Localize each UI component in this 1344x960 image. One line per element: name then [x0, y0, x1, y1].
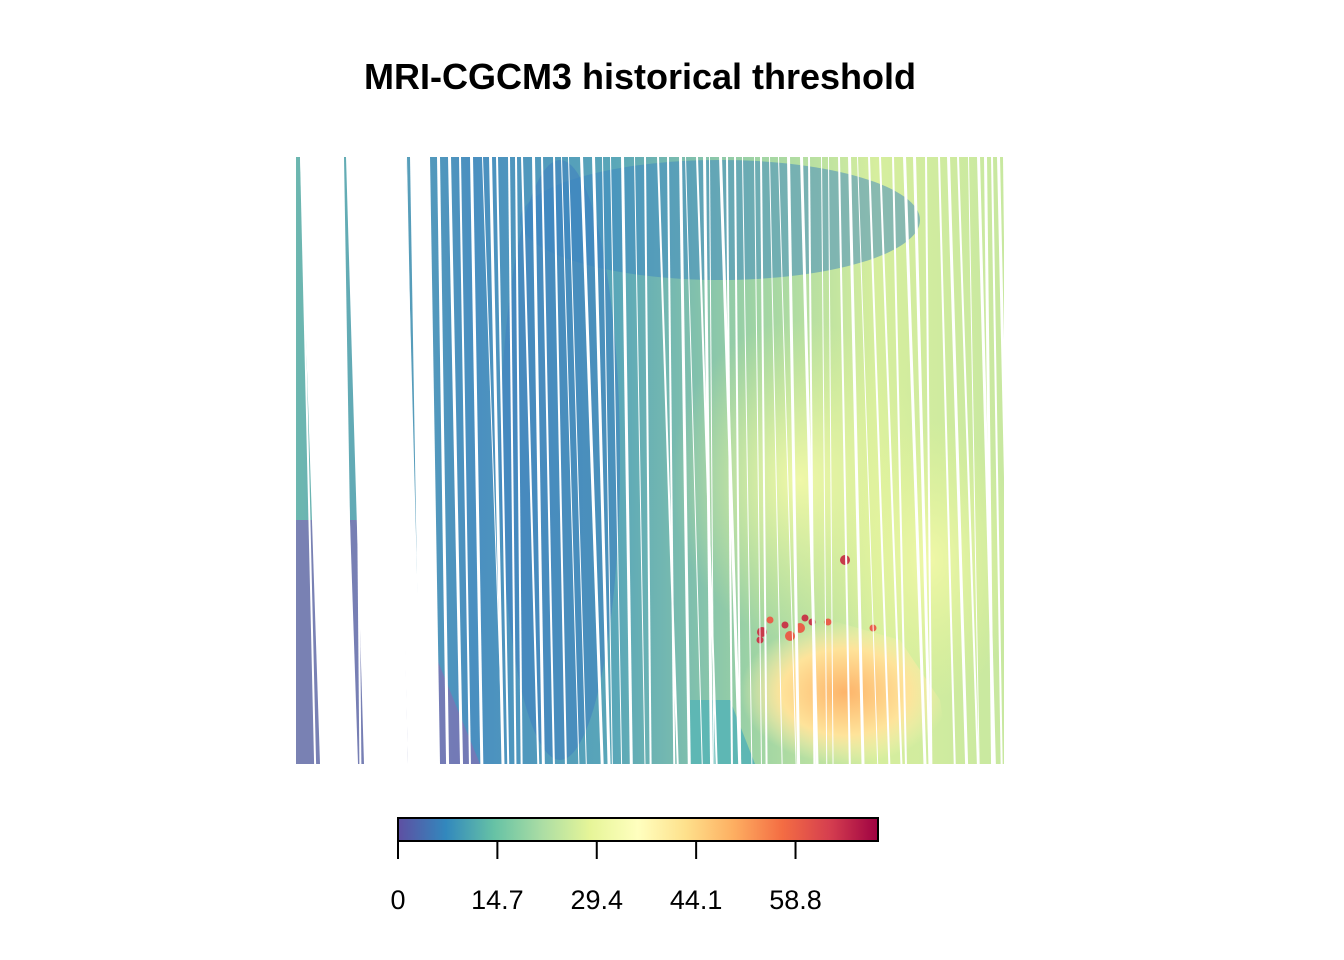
stripe-mark: [370, 157, 408, 764]
stripe-mark: [685, 157, 703, 764]
colorbar: 0 14.7 29.4 44.1 58.8: [390, 817, 879, 915]
hotspot-mark: [840, 555, 850, 565]
stripe-mark: [561, 157, 580, 764]
stripe-mark: [892, 157, 907, 764]
stripe-mark: [857, 157, 879, 764]
stripe-mark: [726, 157, 733, 764]
stripe-mark: [821, 157, 828, 764]
stripe-mark: [667, 157, 676, 764]
map-field: [296, 157, 1004, 764]
colorbar-ticks: 0 14.7 29.4 44.1 58.8: [390, 841, 822, 915]
stripe-mark: [318, 157, 354, 764]
stripe-mark: [300, 157, 317, 764]
stripe-mark: [947, 157, 969, 764]
colorbar-tick-label: 58.8: [769, 885, 822, 915]
stripe-mark: [787, 157, 801, 764]
stripe-mark: [734, 157, 742, 764]
hotspot-mark: [824, 618, 832, 626]
stripe-mark: [532, 157, 545, 764]
colorbar-rect: [397, 817, 879, 842]
stripe-mark: [997, 157, 1004, 478]
stripe-mark: [496, 157, 510, 764]
stripe-mark: [1003, 157, 1004, 241]
stripe-mark: [879, 157, 903, 764]
stripe-mark: [968, 157, 980, 764]
stripe-mark: [709, 157, 715, 764]
stripe-mark: [828, 157, 834, 764]
stripe-mark: [580, 157, 604, 764]
hotspot-mark: [785, 631, 795, 641]
stripe-mark: [925, 157, 933, 764]
stripe-mark: [760, 157, 768, 764]
stripe-mark: [778, 157, 797, 764]
stripe-mark: [508, 157, 517, 764]
stripe-mark: [610, 157, 623, 764]
stripe-mark: [808, 157, 816, 764]
stripe-mark: [392, 157, 422, 764]
stripe-mark: [489, 157, 505, 764]
stripe-mark: [838, 157, 851, 764]
stripe-mark: [470, 157, 484, 764]
stripe-mark: [644, 157, 652, 764]
hotspot-mark: [766, 616, 774, 624]
stripe-mark: [769, 157, 783, 764]
colorbar-tick-label: 44.1: [670, 885, 723, 915]
stripe-mark: [634, 157, 646, 764]
stripe-mark: [592, 157, 611, 764]
stripe-mark: [984, 157, 995, 764]
stripe-mark: [448, 157, 464, 764]
colorbar-tick-label: 29.4: [570, 885, 623, 915]
stripe-mark: [459, 157, 471, 764]
stripe-mark: [913, 157, 932, 764]
stripe-mark: [437, 157, 450, 764]
stripe-mark: [621, 157, 633, 764]
stripe-mark: [703, 157, 714, 764]
stripe-mark: [742, 157, 753, 764]
stripe-mark: [957, 157, 979, 764]
stripe-mark: [602, 157, 613, 764]
map-region-north: [520, 160, 920, 280]
chart-title: MRI-CGCM3 historical threshold: [363, 56, 917, 97]
stripe-mark: [521, 157, 540, 764]
colorbar-tick-label: 14.7: [471, 885, 524, 915]
hotspot-mark: [781, 621, 789, 629]
hotspot-mark: [801, 614, 809, 622]
stripe-mark: [868, 157, 891, 764]
stripe-mark: [848, 157, 865, 764]
stripe-mark: [410, 157, 440, 764]
stripe-mark: [754, 157, 762, 764]
stripe-mark: [541, 157, 555, 764]
stripe-mark: [938, 157, 956, 764]
stripe-mark: [679, 157, 691, 764]
stripe-mark: [568, 157, 587, 764]
stripe-mark: [482, 157, 504, 764]
stripe-mark: [515, 157, 523, 764]
stripe-mark: [991, 157, 1003, 764]
stripe-mark: [903, 157, 927, 764]
stripe-mark: [553, 157, 567, 764]
white-stripes: [300, 157, 1004, 764]
colorbar-tick-label: 0: [390, 885, 405, 915]
